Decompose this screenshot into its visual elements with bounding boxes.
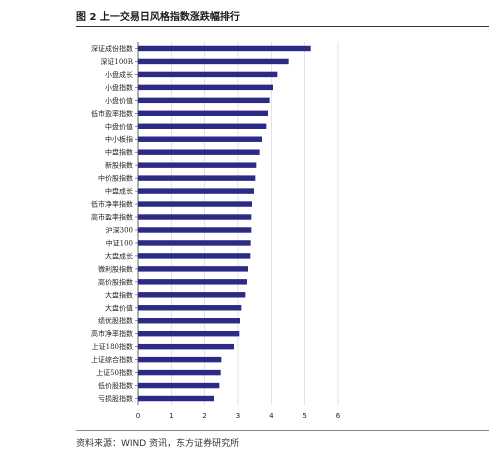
category-label: 高市净率指数 <box>91 329 133 338</box>
category-label: 上证综合指数 <box>91 355 133 364</box>
category-label: 沪深300 <box>106 225 133 234</box>
bar <box>138 136 262 142</box>
category-label: 高价股指数 <box>98 277 133 286</box>
bar <box>138 123 267 129</box>
bar <box>138 71 278 78</box>
category-label: 亏损股指数 <box>98 394 133 403</box>
bar <box>138 110 268 117</box>
bar <box>138 201 252 207</box>
bar <box>138 97 270 104</box>
x-tick-label: 3 <box>236 412 240 420</box>
category-label: 中盘价值 <box>105 122 133 131</box>
category-label: 低价股指数 <box>98 381 133 390</box>
bar <box>138 175 256 181</box>
bar <box>138 266 248 272</box>
bar <box>138 84 273 91</box>
category-label: 新股指数 <box>105 161 133 170</box>
bar <box>138 58 289 65</box>
bar <box>138 149 260 155</box>
bar <box>138 292 246 298</box>
title-divider <box>76 26 489 27</box>
category-label: 中证100 <box>106 238 133 247</box>
bar <box>138 343 234 350</box>
category-label: 上证50指数 <box>96 368 133 377</box>
bar <box>138 188 254 194</box>
category-label: 中价股指数 <box>98 174 133 183</box>
bar <box>138 45 311 52</box>
bar <box>138 227 252 233</box>
bar <box>138 253 251 259</box>
bar <box>138 240 251 246</box>
category-label: 上证180指数 <box>92 342 133 351</box>
x-tick-label: 0 <box>136 412 140 420</box>
bottom-divider <box>76 430 489 431</box>
bar <box>138 214 252 220</box>
category-label: 中盘指数 <box>105 148 133 157</box>
bar <box>138 318 240 324</box>
x-tick-label: 5 <box>302 412 306 420</box>
bar <box>138 305 242 311</box>
category-label: 低市盈率指数 <box>91 109 133 118</box>
x-tick-label: 2 <box>202 412 206 420</box>
category-label: 小盘指数 <box>105 83 133 92</box>
bar <box>138 279 247 285</box>
category-label: 高市盈率指数 <box>91 213 133 222</box>
category-label: 大盘指数 <box>105 290 133 299</box>
bar <box>138 330 240 337</box>
category-label: 大盘价值 <box>105 303 133 312</box>
figure-title: 图 2 上一交易日风格指数涨跌幅排行 <box>76 12 240 23</box>
x-tick-label: 6 <box>336 412 341 420</box>
category-label: 微利股指数 <box>98 264 133 273</box>
bar <box>138 369 221 376</box>
category-label: 低市净率指数 <box>91 200 133 209</box>
figure-source: 资料来源：WIND 资讯，东方证券研究所 <box>76 439 240 449</box>
category-label: 小盘成长 <box>105 70 133 79</box>
category-label: 中小板指 <box>105 135 133 144</box>
category-label: 中盘成长 <box>105 187 133 196</box>
category-label: 绩优股指数 <box>98 316 133 325</box>
bar <box>138 356 222 363</box>
x-tick-label: 1 <box>169 412 173 420</box>
x-tick-label: 4 <box>269 412 274 420</box>
category-label: 深证成份指数 <box>91 44 133 53</box>
bar <box>138 162 257 168</box>
bar <box>138 395 214 402</box>
category-label: 大盘成长 <box>105 251 133 260</box>
category-label: 深证100R <box>100 57 133 66</box>
bar <box>138 382 220 389</box>
category-label: 小盘价值 <box>105 96 133 105</box>
